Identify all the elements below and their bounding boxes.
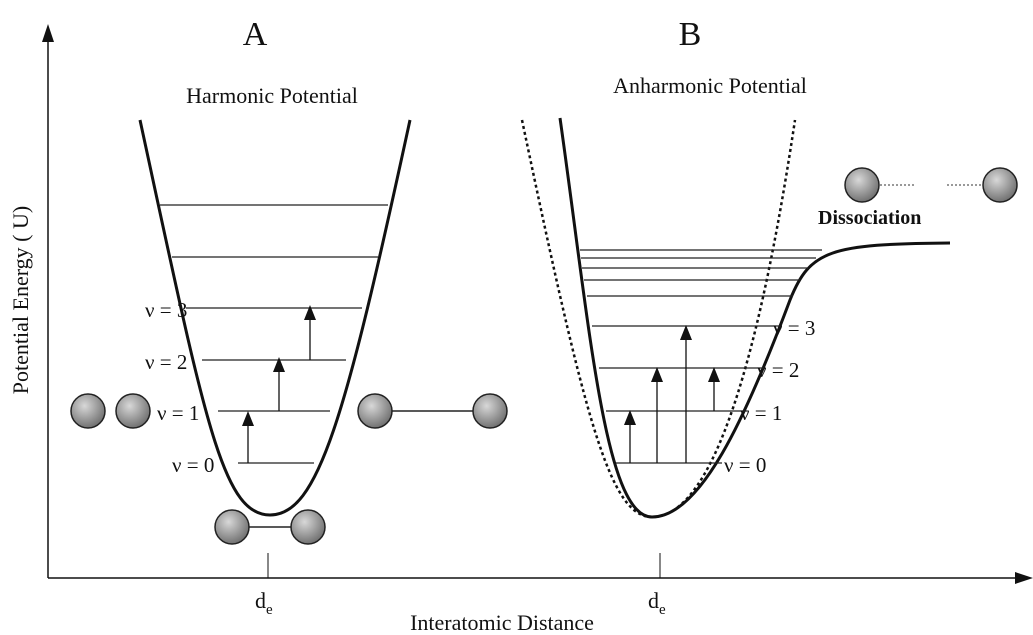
dissociated-molecule-circle bbox=[982, 167, 1018, 203]
equilibrium-label: de bbox=[255, 588, 273, 618]
harmonic-levels bbox=[160, 204, 388, 464]
molecule-circle bbox=[357, 393, 393, 429]
panel-letter: B bbox=[679, 16, 702, 53]
molecule bbox=[357, 393, 508, 429]
anharmonic-arrows-polygon bbox=[651, 367, 663, 382]
anharmonic-arrows bbox=[624, 325, 720, 463]
equilibrium-label: de bbox=[648, 588, 666, 618]
molecule-circle bbox=[472, 393, 508, 429]
harmonic-arrows-polygon bbox=[242, 411, 254, 426]
harmonic-arrows-polygon bbox=[304, 305, 316, 320]
molecule-circle bbox=[115, 393, 151, 429]
molecule-circle bbox=[214, 509, 250, 545]
panel-title: Harmonic Potential bbox=[186, 83, 358, 108]
molecule bbox=[70, 393, 151, 429]
anharmonic-curve bbox=[558, 117, 951, 519]
y-axis-label: Potential Energy ( U) bbox=[8, 206, 33, 394]
anharmonic-arrows-polygon bbox=[624, 410, 636, 425]
level-label: ν = 0 bbox=[172, 453, 214, 477]
panel-title: Anharmonic Potential bbox=[613, 73, 807, 98]
label-part: d bbox=[648, 588, 659, 613]
anharmonic-levels bbox=[580, 249, 822, 464]
panel-letter: A bbox=[243, 16, 268, 53]
level-label: ν = 1 bbox=[157, 401, 199, 425]
axes-polygon bbox=[1015, 572, 1033, 584]
molecule-circle bbox=[290, 509, 326, 545]
label-part: e bbox=[266, 602, 273, 618]
level-label: ν = 2 bbox=[145, 350, 187, 374]
axes bbox=[42, 24, 1033, 584]
harmonic-arrows-polygon bbox=[273, 357, 285, 372]
harmonic-arrows bbox=[242, 305, 316, 463]
level-label: ν = 3 bbox=[773, 316, 815, 340]
level-label: ν = 1 bbox=[740, 401, 782, 425]
molecule bbox=[214, 509, 326, 545]
anharmonic-arrows-polygon bbox=[708, 367, 720, 382]
label-part: e bbox=[659, 602, 666, 618]
x-axis-label: Interatomic Distance bbox=[410, 610, 594, 635]
level-label: ν = 3 bbox=[145, 298, 187, 322]
level-label: ν = 2 bbox=[757, 358, 799, 382]
dissociation-label: Dissociation bbox=[818, 207, 921, 229]
dissociated-molecule-circle bbox=[844, 167, 880, 203]
label-part: d bbox=[255, 588, 266, 613]
dissociated-molecule bbox=[844, 167, 1018, 203]
axes-polygon bbox=[42, 24, 54, 42]
molecule-circle bbox=[70, 393, 106, 429]
anharmonic-arrows-polygon bbox=[680, 325, 692, 340]
level-label: ν = 0 bbox=[724, 453, 766, 477]
harmonic-curve bbox=[138, 119, 412, 517]
